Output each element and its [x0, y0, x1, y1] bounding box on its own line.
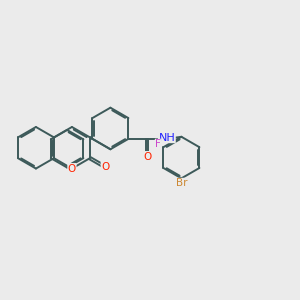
- Text: NH: NH: [158, 133, 175, 142]
- Text: F: F: [155, 139, 161, 149]
- Text: O: O: [68, 164, 76, 174]
- Text: Br: Br: [176, 178, 187, 188]
- Text: O: O: [143, 152, 151, 161]
- Text: O: O: [101, 162, 110, 172]
